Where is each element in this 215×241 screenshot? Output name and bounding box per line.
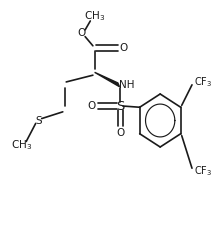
Text: CF$_3$: CF$_3$: [194, 75, 212, 89]
Text: CF$_3$: CF$_3$: [194, 164, 212, 178]
Text: S: S: [35, 116, 42, 126]
Polygon shape: [95, 72, 120, 87]
Text: O: O: [88, 101, 96, 111]
Text: S: S: [116, 100, 124, 113]
Text: CH$_3$: CH$_3$: [84, 9, 105, 23]
Text: O: O: [78, 28, 86, 38]
Text: O: O: [119, 43, 127, 53]
Text: NH: NH: [119, 80, 135, 90]
Text: CH$_3$: CH$_3$: [11, 138, 32, 152]
Text: O: O: [116, 128, 124, 138]
